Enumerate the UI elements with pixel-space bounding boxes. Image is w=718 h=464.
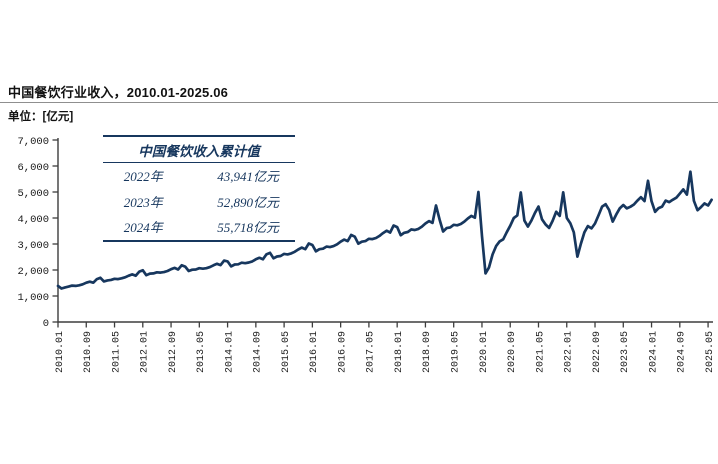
x-tick-label: 2018.01 xyxy=(394,331,405,373)
x-tick-label: 2014.01 xyxy=(224,331,235,373)
x-tick-label: 2022.01 xyxy=(564,331,575,373)
inset-table-title: 中国餐饮收入累计值 xyxy=(103,137,295,163)
x-tick-label: 2022.09 xyxy=(592,331,603,373)
table-row: 2023年 52,890亿元 xyxy=(103,189,295,215)
unit-label: 单位：[亿元] xyxy=(8,111,74,123)
x-tick-label: 2013.05 xyxy=(196,331,207,373)
x-tick-label: 2025.05 xyxy=(705,331,716,373)
x-tick-label: 2024.01 xyxy=(648,331,659,373)
y-tick-label: 5,000 xyxy=(17,188,49,200)
x-tick-label: 2020.01 xyxy=(479,331,490,373)
table-row-year: 2024年 xyxy=(123,220,163,236)
y-tick-label: 1,000 xyxy=(17,292,49,304)
table-row-year: 2022年 xyxy=(123,169,163,185)
page-title: 中国餐饮行业收入，2010.01-2025.06 xyxy=(8,85,229,100)
table-row-value: 55,718亿元 xyxy=(217,220,279,236)
x-tick-label: 2020.09 xyxy=(507,331,518,373)
y-axis-ticks: 0 1,000 2,000 3,000 4,000 5,000 6,000 7,000 xyxy=(17,136,58,330)
x-tick-label: 2012.01 xyxy=(140,331,151,373)
x-tick-label: 2019.05 xyxy=(450,331,461,373)
x-tick-label: 2024.09 xyxy=(677,331,688,373)
table-row: 2022年 43,941亿元 xyxy=(103,163,295,189)
x-tick-label: 2016.09 xyxy=(337,331,348,373)
y-tick-label: 4,000 xyxy=(17,214,49,226)
revenue-line xyxy=(56,170,713,290)
x-tick-label: 2010.09 xyxy=(83,331,94,373)
table-row-value: 52,890亿元 xyxy=(217,194,279,210)
x-tick-label: 2011.05 xyxy=(111,331,122,373)
inset-table: 中国餐饮收入累计值 2022年 43,941亿元 2023年 52,890亿元 … xyxy=(103,135,295,242)
x-tick-label: 2023.05 xyxy=(620,331,631,373)
x-tick-label: 2015.05 xyxy=(281,331,292,373)
x-tick-label: 2014.09 xyxy=(253,331,264,373)
x-tick-label: 2021.05 xyxy=(535,331,546,373)
x-tick-label: 2017.05 xyxy=(366,331,377,373)
table-row-value: 43,941亿元 xyxy=(217,169,279,185)
y-tick-label: 3,000 xyxy=(17,240,49,252)
x-tick-label: 2012.09 xyxy=(168,331,179,373)
y-tick-label: 7,000 xyxy=(17,136,49,148)
x-tick-label: 2010.01 xyxy=(55,331,66,373)
table-row-year: 2023年 xyxy=(123,194,163,210)
table-row: 2024年 55,718亿元 xyxy=(103,214,295,240)
x-axis-ticks: 2010.01 2010.09 2011.05 2012.01 2012.09 2013.… xyxy=(55,322,716,373)
x-tick-label: 2016.01 xyxy=(309,331,320,373)
y-tick-label: 6,000 xyxy=(17,162,49,174)
x-tick-label: 2018.09 xyxy=(422,331,433,373)
y-tick-label: 2,000 xyxy=(17,266,49,278)
title-divider xyxy=(0,102,718,103)
y-tick-label: 0 xyxy=(43,318,49,330)
